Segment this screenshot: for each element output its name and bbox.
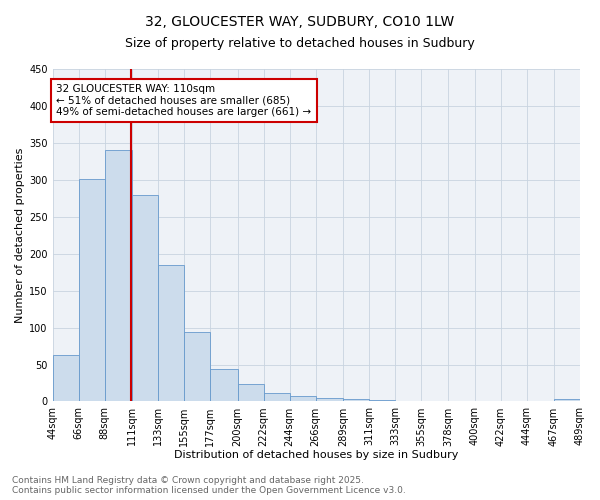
Bar — [290, 396, 316, 402]
Bar — [395, 400, 421, 402]
Bar — [105, 150, 132, 402]
Text: Contains HM Land Registry data © Crown copyright and database right 2025.
Contai: Contains HM Land Registry data © Crown c… — [12, 476, 406, 495]
Bar — [369, 400, 395, 402]
Bar — [343, 398, 369, 402]
Bar — [184, 332, 210, 402]
X-axis label: Distribution of detached houses by size in Sudbury: Distribution of detached houses by size … — [174, 450, 458, 460]
Bar — [53, 355, 79, 402]
Bar — [554, 400, 580, 402]
Text: Size of property relative to detached houses in Sudbury: Size of property relative to detached ho… — [125, 38, 475, 51]
Bar — [210, 369, 238, 402]
Bar — [158, 265, 184, 402]
Bar — [421, 400, 448, 402]
Text: 32, GLOUCESTER WAY, SUDBURY, CO10 1LW: 32, GLOUCESTER WAY, SUDBURY, CO10 1LW — [145, 15, 455, 29]
Bar — [238, 384, 263, 402]
Y-axis label: Number of detached properties: Number of detached properties — [15, 148, 25, 323]
Bar — [448, 400, 475, 402]
Bar — [132, 194, 158, 402]
Bar — [79, 179, 105, 402]
Bar — [263, 392, 290, 402]
Bar — [316, 398, 343, 402]
Text: 32 GLOUCESTER WAY: 110sqm
← 51% of detached houses are smaller (685)
49% of semi: 32 GLOUCESTER WAY: 110sqm ← 51% of detac… — [56, 84, 311, 117]
